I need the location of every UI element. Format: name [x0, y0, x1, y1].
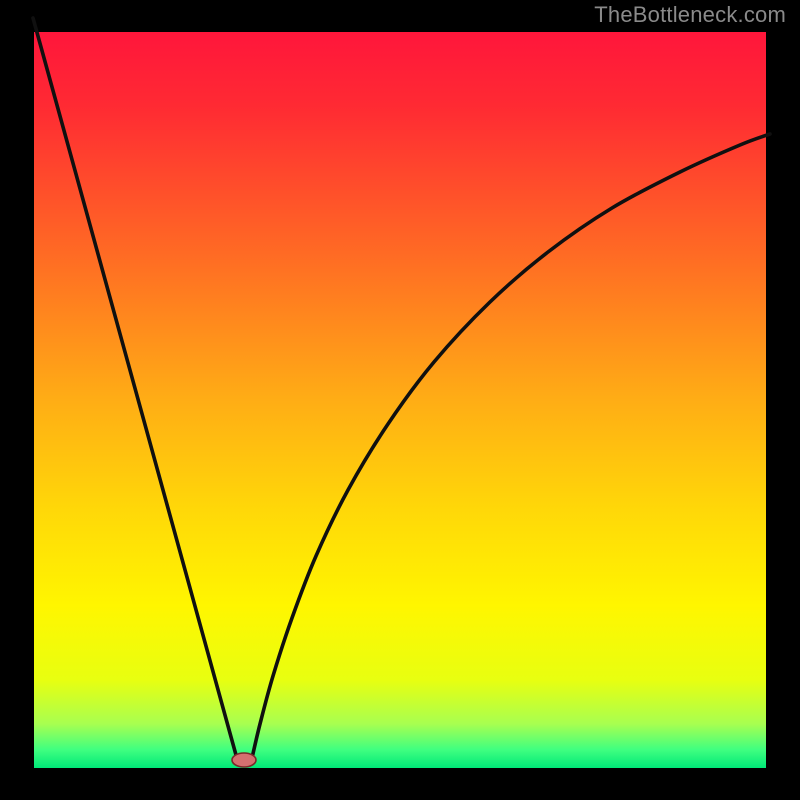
- bottleneck-chart: [0, 0, 800, 800]
- gradient-plot-area: [34, 32, 766, 768]
- watermark-text: TheBottleneck.com: [594, 2, 786, 28]
- chart-container: TheBottleneck.com: [0, 0, 800, 800]
- optimal-marker: [232, 753, 256, 767]
